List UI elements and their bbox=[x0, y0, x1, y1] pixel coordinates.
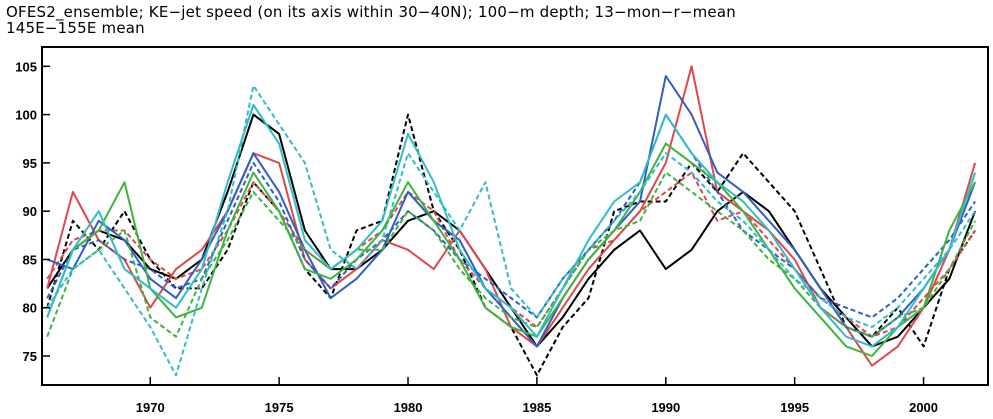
y-tick-label-95: 95 bbox=[23, 156, 37, 171]
series-line-10 bbox=[46, 84, 976, 377]
y-tick-label-75: 75 bbox=[23, 349, 37, 364]
x-tick-label-1985: 1985 bbox=[522, 400, 551, 415]
series-line-9 bbox=[46, 103, 977, 348]
y-tick-label-80: 80 bbox=[23, 301, 37, 316]
plot-frame bbox=[41, 46, 989, 386]
series-line-2 bbox=[46, 113, 976, 377]
series-line-7 bbox=[46, 142, 976, 357]
y-tick-label-100: 100 bbox=[15, 108, 37, 123]
series-line-4 bbox=[46, 171, 976, 338]
y-tick-label-90: 90 bbox=[23, 204, 37, 219]
x-tick-label-1990: 1990 bbox=[651, 400, 680, 415]
x-tick-label-1995: 1995 bbox=[780, 400, 809, 415]
series-line-6 bbox=[46, 113, 976, 319]
x-tick-label-1970: 1970 bbox=[136, 400, 165, 415]
y-tick-label-105: 105 bbox=[15, 59, 37, 74]
chart-title-line-2: 145E−155E mean bbox=[6, 19, 145, 37]
chart-title-line-1: OFES2_ensemble; KE−jet speed (on its axi… bbox=[6, 3, 736, 21]
x-tick-label-2000: 2000 bbox=[909, 400, 938, 415]
series-line-3 bbox=[46, 65, 977, 367]
y-tick-label-85: 85 bbox=[23, 252, 37, 267]
x-tick-label-1980: 1980 bbox=[394, 400, 423, 415]
series-layer bbox=[46, 65, 977, 377]
x-tick-label-1975: 1975 bbox=[265, 400, 294, 415]
axis-layer: 75 80 85 90 95 100 105 1970 1975 1980 1985 1990 1995… bbox=[15, 59, 938, 415]
series-line-8 bbox=[46, 171, 976, 338]
